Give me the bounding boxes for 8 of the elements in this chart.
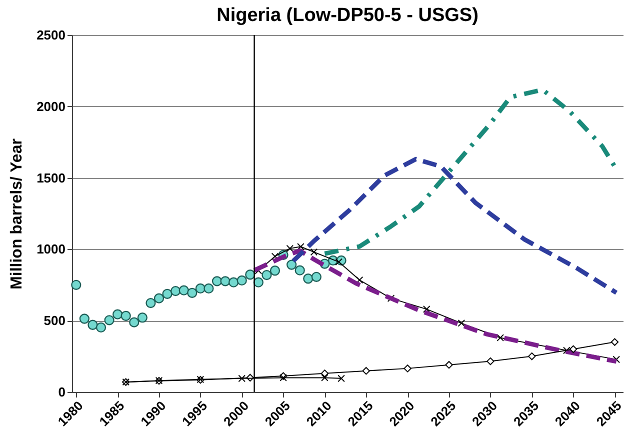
- y-tick-label: 1000: [36, 242, 66, 257]
- y-tick-label: 2000: [36, 98, 66, 114]
- y-tick-label: 0: [58, 384, 66, 400]
- y-axis-title: Million barrels/ Year: [8, 138, 26, 290]
- y-tick-label: 500: [44, 313, 66, 328]
- chart-title: Nigeria (Low-DP50-5 - USGS): [216, 5, 478, 26]
- y-tick-label: 2500: [36, 28, 66, 42]
- y-tick-label: 1500: [36, 170, 66, 186]
